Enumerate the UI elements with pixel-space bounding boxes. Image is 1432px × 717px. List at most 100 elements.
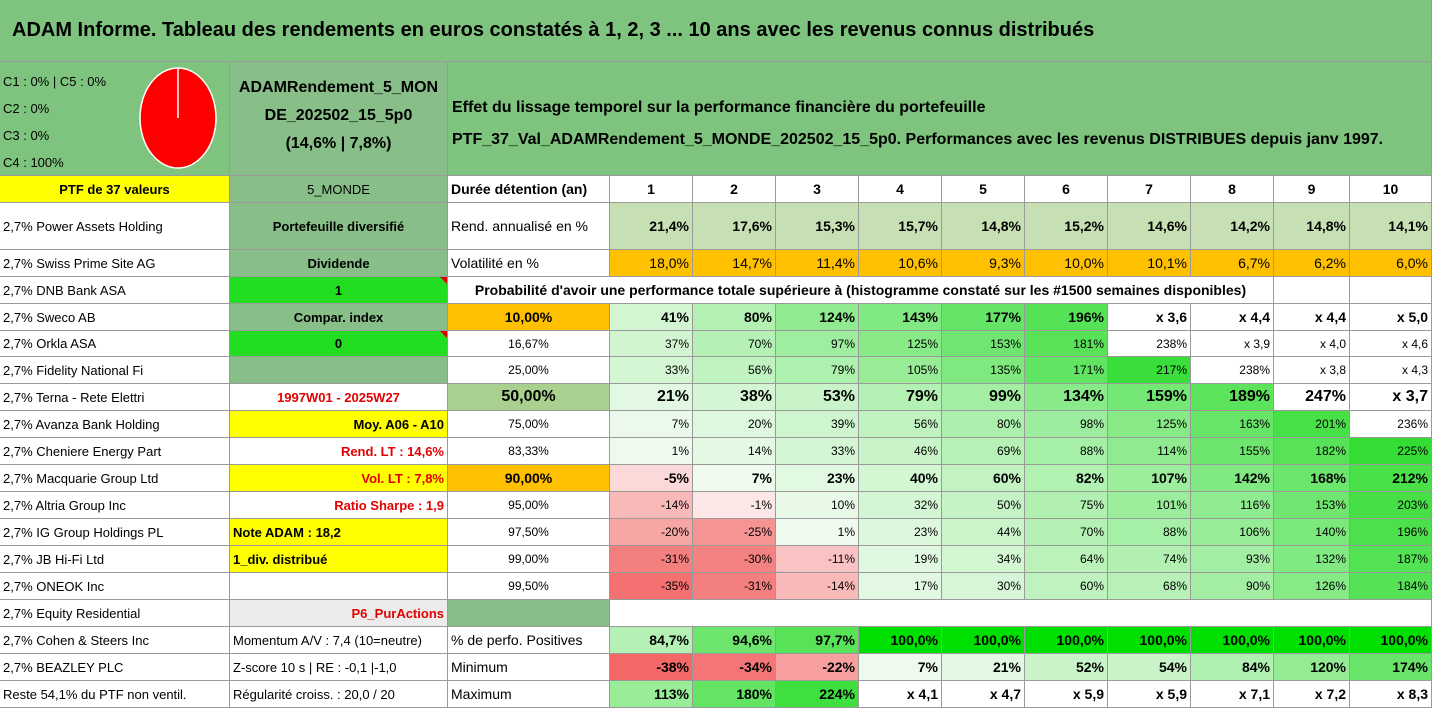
proba-value[interactable]: 38% <box>693 384 776 411</box>
holding-row[interactable]: 2,7% Terna - Rete Elettri <box>0 384 230 411</box>
proba-value[interactable]: 236% <box>1350 411 1432 438</box>
info-regularite[interactable]: Régularité croiss. : 20,0 / 20 <box>230 681 448 708</box>
info-sharpe[interactable]: Ratio Sharpe : 1,9 <box>230 492 448 519</box>
minimum-value[interactable]: 7% <box>859 654 942 681</box>
holding-row[interactable]: 2,7% Sweco AB <box>0 304 230 331</box>
proba-value[interactable]: -14% <box>776 573 859 600</box>
proba-value[interactable]: 88% <box>1025 438 1108 465</box>
proba-value[interactable]: -11% <box>776 546 859 573</box>
proba-value[interactable]: -14% <box>610 492 693 519</box>
portfolio-name-box[interactable]: ADAMRendement_5_MON DE_202502_15_5p0 (14,6… <box>230 62 448 176</box>
info-empty[interactable] <box>230 573 448 600</box>
positives-value[interactable]: 84,7% <box>610 627 693 654</box>
holding-row[interactable]: 2,7% Orkla ASA <box>0 331 230 357</box>
universe-label[interactable]: 5_MONDE <box>230 176 448 203</box>
proba-value[interactable]: 33% <box>610 357 693 384</box>
rend-value[interactable]: 15,2% <box>1025 203 1108 250</box>
proba-value[interactable]: 238% <box>1191 357 1274 384</box>
holding-row[interactable]: 2,7% Fidelity National Fi <box>0 357 230 384</box>
vol-value[interactable]: 9,3% <box>942 250 1025 277</box>
proba-value[interactable]: 90% <box>1191 573 1274 600</box>
maximum-value[interactable]: x 8,3 <box>1350 681 1432 708</box>
info-period[interactable]: 1997W01 - 2025W27 <box>230 384 448 411</box>
horizon-1[interactable]: 1 <box>610 176 693 203</box>
proba-value[interactable]: 159% <box>1108 384 1191 411</box>
vol-value[interactable]: 10,1% <box>1108 250 1191 277</box>
vol-value[interactable]: 10,6% <box>859 250 942 277</box>
proba-value[interactable]: x 5,0 <box>1350 304 1432 331</box>
blank-cell[interactable] <box>448 600 610 627</box>
proba-value[interactable]: 155% <box>1191 438 1274 465</box>
minimum-label[interactable]: Minimum <box>448 654 610 681</box>
rend-value[interactable]: 14,2% <box>1191 203 1274 250</box>
proba-value[interactable]: 1% <box>776 519 859 546</box>
proba-value[interactable]: 23% <box>859 519 942 546</box>
proba-value[interactable]: 142% <box>1191 465 1274 492</box>
info-div[interactable]: 1_div. distribué <box>230 546 448 573</box>
proba-value[interactable]: 187% <box>1350 546 1432 573</box>
minimum-value[interactable]: 54% <box>1108 654 1191 681</box>
proba-value[interactable]: x 4,0 <box>1274 331 1350 357</box>
proba-value[interactable]: 30% <box>942 573 1025 600</box>
proba-value[interactable]: 107% <box>1108 465 1191 492</box>
info-compar[interactable]: Compar. index <box>230 304 448 331</box>
proba-value[interactable]: 44% <box>942 519 1025 546</box>
rend-value[interactable]: 15,3% <box>776 203 859 250</box>
positives-value[interactable]: 97,7% <box>776 627 859 654</box>
proba-value[interactable]: 184% <box>1350 573 1432 600</box>
proba-value[interactable]: 88% <box>1108 519 1191 546</box>
proba-value[interactable]: 56% <box>859 411 942 438</box>
info-compar-value[interactable]: 0 <box>230 331 448 357</box>
proba-value[interactable]: 80% <box>942 411 1025 438</box>
report-title[interactable]: ADAM Informe. Tableau des rendements en … <box>0 0 1432 62</box>
proba-level[interactable]: 75,00% <box>448 411 610 438</box>
proba-value[interactable]: 168% <box>1274 465 1350 492</box>
proba-value[interactable]: 171% <box>1025 357 1108 384</box>
horizon-8[interactable]: 8 <box>1191 176 1274 203</box>
proba-value[interactable]: x 4,4 <box>1274 304 1350 331</box>
vol-value[interactable]: 6,7% <box>1191 250 1274 277</box>
vol-value[interactable]: 14,7% <box>693 250 776 277</box>
holding-row[interactable]: 2,7% DNB Bank ASA <box>0 277 230 304</box>
proba-value[interactable]: 14% <box>693 438 776 465</box>
positives-value[interactable]: 94,6% <box>693 627 776 654</box>
proba-value[interactable]: 56% <box>693 357 776 384</box>
ptf-label[interactable]: PTF de 37 valeurs <box>0 176 230 203</box>
proba-level[interactable]: 50,00% <box>448 384 610 411</box>
positives-value[interactable]: 100,0% <box>859 627 942 654</box>
positives-label[interactable]: % de perfo. Positives <box>448 627 610 654</box>
info-rend-lt[interactable]: Rend. LT : 14,6% <box>230 438 448 465</box>
proba-value[interactable]: 40% <box>859 465 942 492</box>
proba-value[interactable]: 46% <box>859 438 942 465</box>
holding-row[interactable]: Reste 54,1% du PTF non ventil. <box>0 681 230 708</box>
proba-value[interactable]: 34% <box>942 546 1025 573</box>
proba-value[interactable]: 98% <box>1025 411 1108 438</box>
minimum-value[interactable]: 52% <box>1025 654 1108 681</box>
proba-value[interactable]: 19% <box>859 546 942 573</box>
rend-value[interactable]: 14,1% <box>1350 203 1432 250</box>
maximum-value[interactable]: x 4,7 <box>942 681 1025 708</box>
proba-value[interactable]: -30% <box>693 546 776 573</box>
proba-value[interactable]: 41% <box>610 304 693 331</box>
proba-value[interactable]: 17% <box>859 573 942 600</box>
horizon-6[interactable]: 6 <box>1025 176 1108 203</box>
proba-value[interactable]: x 3,8 <box>1274 357 1350 384</box>
proba-value[interactable]: 33% <box>776 438 859 465</box>
proba-value[interactable]: 10% <box>776 492 859 519</box>
proba-value[interactable]: 39% <box>776 411 859 438</box>
proba-value[interactable]: 37% <box>610 331 693 357</box>
positives-value[interactable]: 100,0% <box>1350 627 1432 654</box>
proba-value[interactable]: -31% <box>693 573 776 600</box>
maximum-value[interactable]: 180% <box>693 681 776 708</box>
proba-value[interactable]: 53% <box>776 384 859 411</box>
proba-level[interactable]: 99,50% <box>448 573 610 600</box>
proba-value[interactable]: 153% <box>1274 492 1350 519</box>
horizon-4[interactable]: 4 <box>859 176 942 203</box>
info-vol-lt[interactable]: Vol. LT : 7,8% <box>230 465 448 492</box>
holding-row[interactable]: 2,7% Avanza Bank Holding <box>0 411 230 438</box>
rend-value[interactable]: 14,8% <box>1274 203 1350 250</box>
holding-row[interactable]: 2,7% Macquarie Group Ltd <box>0 465 230 492</box>
proba-value[interactable]: 135% <box>942 357 1025 384</box>
positives-value[interactable]: 100,0% <box>1274 627 1350 654</box>
vol-value[interactable]: 10,0% <box>1025 250 1108 277</box>
